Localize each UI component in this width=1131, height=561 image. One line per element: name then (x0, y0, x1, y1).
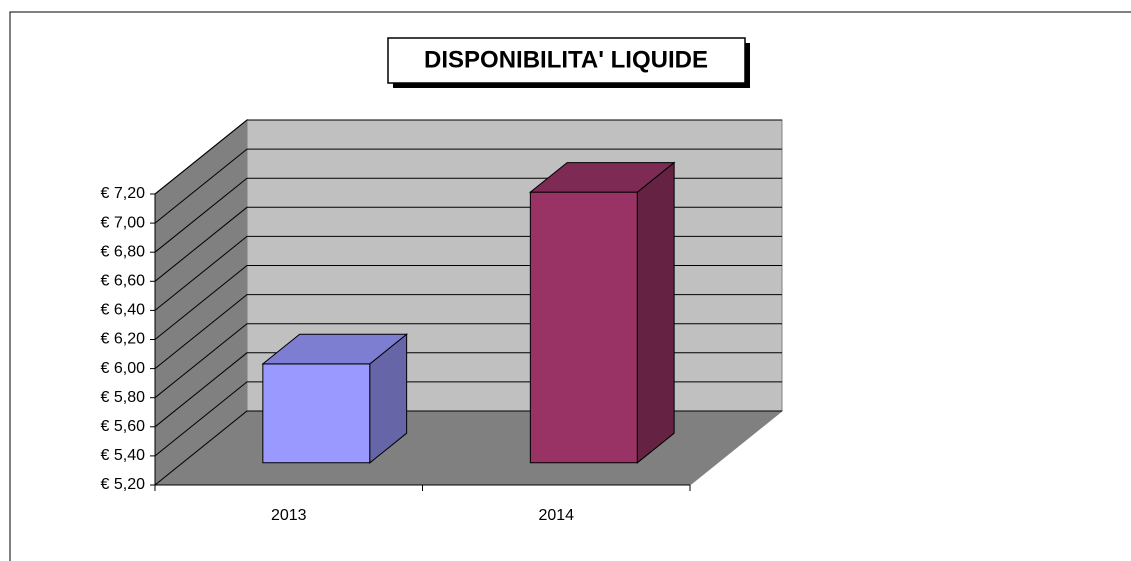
y-tick-label: € 7,00 (101, 214, 146, 231)
y-tick-label: € 6,20 (101, 331, 146, 348)
y-tick-label: € 6,60 (101, 273, 146, 290)
x-tick-label: 2013 (271, 507, 307, 524)
y-tick-label: € 5,80 (101, 389, 146, 406)
y-tick-label: € 6,80 (101, 243, 146, 260)
y-tick-label: € 5,60 (101, 418, 146, 435)
y-tick-label: € 6,00 (101, 360, 146, 377)
title-box (387, 37, 746, 84)
bar-top (528, 162, 676, 193)
floor (153, 410, 784, 486)
bar (261, 333, 409, 464)
y-tick-label: € 6,40 (101, 302, 146, 319)
frame (9, 11, 1131, 561)
bar-top (261, 333, 409, 365)
x-tick-label: 2014 (538, 507, 574, 524)
y-tick-label: € 5,20 (101, 476, 146, 493)
bar (528, 161, 676, 464)
bar-front (262, 363, 371, 464)
y-tick-label: € 7,20 (101, 185, 146, 202)
chart-title: DISPONIBILITA' LIQUIDE (424, 46, 708, 73)
grid-line (154, 119, 782, 195)
y-tick-label: € 5,40 (101, 447, 146, 464)
grid-line (154, 148, 782, 224)
bar-front (529, 191, 638, 464)
bar-side (636, 161, 675, 464)
